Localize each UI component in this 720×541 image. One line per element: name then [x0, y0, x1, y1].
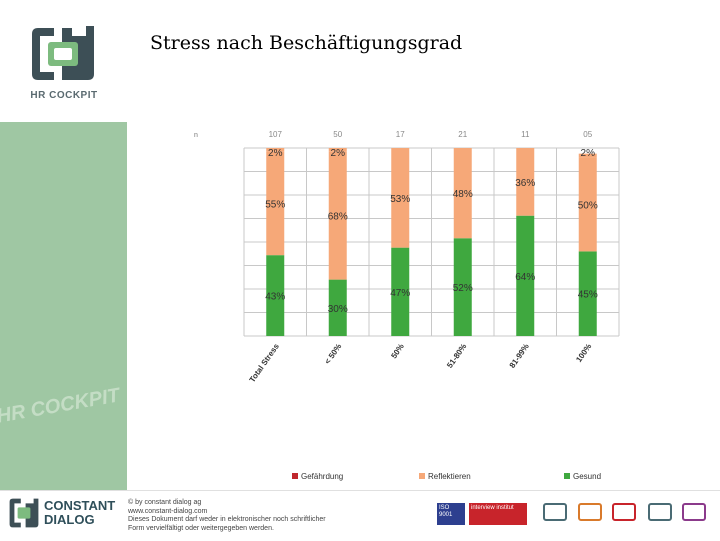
data-label-reflektieren: 55% — [265, 199, 285, 210]
bar-top-segment — [578, 153, 597, 158]
n-header-label: n — [194, 132, 198, 139]
data-label-gesund: 64% — [515, 272, 535, 283]
copyright-line: Dieses Dokument darf weder in elektronis… — [128, 516, 326, 523]
n-value-label: 107 — [269, 130, 283, 139]
brand-line-2: DIALOG — [44, 512, 95, 527]
constant-dialog-brand: CONSTANT DIALOG — [44, 499, 115, 527]
bar-gesund — [453, 238, 472, 336]
hr-cockpit-logo-area: HR COCKPIT — [0, 0, 127, 122]
bar-reflektieren — [453, 148, 472, 239]
bar-gesund — [266, 255, 285, 336]
website-link[interactable]: www.constant-dialog.com — [128, 507, 208, 515]
data-label-reflektieren: 68% — [328, 212, 348, 223]
product-logo-icon — [612, 503, 636, 521]
page-title: Stress nach Beschäftigungsgrad — [150, 32, 463, 54]
bar-reflektieren — [328, 151, 347, 280]
legend-entry: Reflektieren — [428, 472, 471, 481]
data-label-gesund: 52% — [453, 283, 473, 294]
bar-reflektieren — [391, 148, 410, 248]
bar-reflektieren — [578, 157, 597, 252]
stacked-bar-chart: n 107 2% 55% 43% Total Stress 50 2% 68% 30% < 50% 1… — [194, 130, 620, 481]
data-label-gesund: 43% — [265, 292, 285, 303]
product-logo-icon — [578, 503, 602, 521]
sidebar-watermark-text: HR COCKPIT — [0, 384, 122, 428]
n-value-label: 05 — [583, 130, 592, 139]
product-logo-icon — [543, 503, 567, 521]
legend-swatch — [292, 473, 298, 479]
data-label-reflektieren: 53% — [390, 194, 410, 205]
brand-line-1: CONSTANT — [44, 498, 116, 513]
legend-swatch — [564, 473, 570, 479]
constant-dialog-logo-icon — [9, 498, 39, 528]
data-label-reflektieren: 36% — [515, 178, 535, 189]
bar-top-segment — [266, 148, 285, 152]
category-tick-label: 50% — [389, 342, 406, 360]
category-tick-label: 51-80% — [445, 342, 468, 370]
legend-swatch — [419, 473, 425, 479]
n-value-label: 11 — [521, 130, 530, 139]
data-label-reflektieren: 48% — [453, 189, 473, 200]
data-label-top: 2% — [268, 148, 283, 159]
bar-gesund — [391, 247, 410, 336]
n-value-label: 21 — [458, 130, 467, 139]
hr-cockpit-logo-text: HR COCKPIT — [30, 90, 98, 101]
category-tick-label: Total Stress — [248, 342, 282, 385]
data-label-reflektieren: 50% — [578, 200, 598, 211]
data-label-top: 2% — [581, 148, 596, 159]
product-logo-icon — [682, 503, 706, 521]
bar-gesund — [328, 279, 347, 336]
data-label-gesund: 45% — [578, 290, 598, 301]
data-label-top: 2% — [331, 148, 346, 159]
hr-cockpit-logo-icon — [32, 26, 94, 80]
bar-top-segment — [328, 148, 347, 152]
copyright-line: Form vervielfältigt oder weitergegeben w… — [128, 524, 274, 532]
legend-entry: Gesund — [573, 472, 601, 481]
interview-institut-badge: interview institut — [469, 503, 527, 525]
category-tick-label: < 50% — [323, 342, 344, 366]
data-label-gesund: 30% — [328, 304, 348, 315]
bar-gesund — [516, 215, 535, 336]
sidebar-panel: HR COCKPIT HR COCKPIT — [0, 0, 127, 490]
legend-entry: Gefährdung — [301, 472, 343, 481]
n-value-label: 50 — [333, 130, 342, 139]
category-tick-label: 100% — [574, 342, 593, 364]
copyright-line: © by constant dialog ag — [128, 499, 202, 506]
data-label-gesund: 47% — [390, 288, 410, 299]
copyright-text: © by constant dialog ag www.constant-dia… — [128, 499, 378, 533]
n-value-label: 17 — [396, 130, 405, 139]
category-tick-label: 81-99% — [508, 342, 531, 370]
product-logo-icon — [648, 503, 672, 521]
bar-reflektieren — [266, 151, 285, 256]
footer: CONSTANT DIALOG © by constant dialog ag … — [0, 490, 720, 541]
bar-reflektieren — [516, 148, 535, 216]
bar-gesund — [578, 251, 597, 336]
iso-badge: ISO 9001 — [437, 503, 465, 525]
